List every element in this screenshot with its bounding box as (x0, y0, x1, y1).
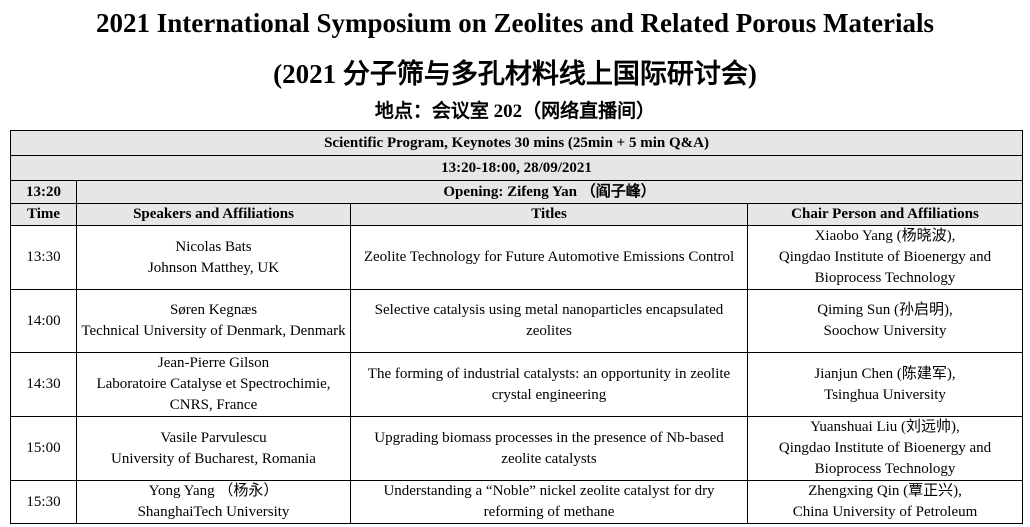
time-cell: 15:00 (10, 416, 77, 481)
speaker-cell-line: Søren Kegnæs (169, 302, 258, 318)
chair-cell-line: Qingdao Institute of Bioenergy and Biopr… (778, 249, 992, 286)
speaker-cell-line: Technical University of Denmark, Denmark (81, 323, 346, 339)
chair-cell-line: Qingdao Institute of Bioenergy and Biopr… (778, 440, 992, 477)
chair-cell: Qiming Sun (孙启明), Soochow University (746, 289, 1024, 353)
chair-cell-line: China University of Petroleum (792, 504, 978, 520)
chair-cell: Zhengxing Qin (覃正兴), China University of … (746, 480, 1024, 524)
chair-cell: Xiaobo Yang (杨晓波), Qingdao Institute of B… (746, 225, 1024, 290)
chair-cell-line: Zhengxing Qin (覃正兴), (808, 483, 962, 499)
document-subtitle-chinese: (2021 分子筛与多孔材料线上国际研讨会) (273, 59, 757, 89)
table-row: 14:00 Søren Kegnæs Technical University of… (10, 289, 1024, 353)
speaker-cell-line: University of Bucharest, Romania (111, 450, 316, 467)
chair-cell-line: Jianjun Chen (陈建军), (814, 365, 956, 382)
chair-cell-line: Yuanshuai Liu (刘远帅), (810, 419, 960, 435)
speaker-cell: Jean-Pierre Gilson Laboratoire Catalyse e… (76, 352, 351, 417)
opening-time: 13:20 (10, 180, 77, 204)
speaker-cell-line: Jean-Pierre Gilson (157, 355, 270, 371)
chair-cell-line: Qiming Sun (孙启明), (817, 302, 953, 318)
speaker-cell: Søren Kegnæs Technical University of Denm… (76, 289, 351, 353)
column-header-time: Time (10, 203, 77, 226)
title-cell: Zeolite Technology for Future Automotive… (350, 225, 748, 290)
time-cell: 13:30 (10, 225, 77, 290)
title-cell: Upgrading biomass processes in the prese… (350, 416, 748, 481)
document-title: 2021 International Symposium on Zeolites… (95, 8, 934, 38)
time-cell: 14:30 (10, 352, 77, 417)
chair-cell: Jianjun Chen (陈建军), Tsinghua University (746, 352, 1024, 417)
speaker-cell-line: Johnson Matthey, UK (147, 259, 280, 276)
table-row: 15:00 Vasile Parvulescu University of Buch… (10, 416, 1024, 481)
column-header-speakers: Speakers and Affiliations (76, 203, 351, 226)
speaker-cell-line: Nicolas Bats (175, 238, 252, 255)
program-heading: Scientific Program, Keynotes 30 mins (25… (9, 130, 1024, 156)
chair-cell-line: Xiaobo Yang (杨晓波), (814, 228, 956, 244)
speaker-cell-line: Vasile Parvulescu (160, 429, 267, 446)
opening: Opening: Zifeng Yan （阎子峰） (75, 180, 1024, 204)
speaker-cell-line: Yong Yang （杨永） (148, 483, 279, 499)
time-cell: 14:00 (10, 289, 77, 353)
speaker-cell: Nicolas Bats Johnson Matthey, UK (76, 225, 351, 290)
speaker-cell-line: Laboratoire Catalyse et Spectrochimie, C… (96, 376, 331, 413)
speaker-cell: Yong Yang （杨永） ShanghaiTech University (76, 480, 351, 524)
title-cell: Selective catalysis using metal nanopart… (350, 289, 748, 353)
time-cell: 15:30 (10, 480, 77, 524)
speaker-cell: Vasile Parvulescu University of Bucharest… (76, 416, 351, 481)
column-header-chair: Chair Person and Affiliations (746, 203, 1024, 226)
title-cell: The forming of industrial catalysts: an … (350, 352, 748, 417)
table-row: 15:30 Yong Yang （杨永） ShanghaiTech Universi… (10, 480, 1024, 524)
program-date-time: 13:20-18:00, 28/09/2021 (9, 155, 1024, 181)
venue: 地点：会议室 202（网络直播间） (374, 101, 656, 122)
title-cell: Understanding a “Noble” nickel zeolite c… (350, 480, 748, 524)
table-row: 14:30 Jean-Pierre Gilson Laboratoire Catal… (10, 352, 1024, 417)
chair-cell: Yuanshuai Liu (刘远帅), Qingdao Institute of… (746, 416, 1024, 481)
speaker-cell-line: ShanghaiTech University (137, 504, 290, 520)
chair-cell-line: Tsinghua University (824, 386, 946, 403)
table-row: 13:30 Nicolas Bats Johnson Matthey, UK Zeol… (10, 225, 1024, 290)
column-header-titles: Titles (350, 203, 748, 226)
chair-cell-line: Soochow University (823, 323, 947, 339)
program-table: Scientific Program, Keynotes 30 mins (25… (9, 130, 1024, 524)
